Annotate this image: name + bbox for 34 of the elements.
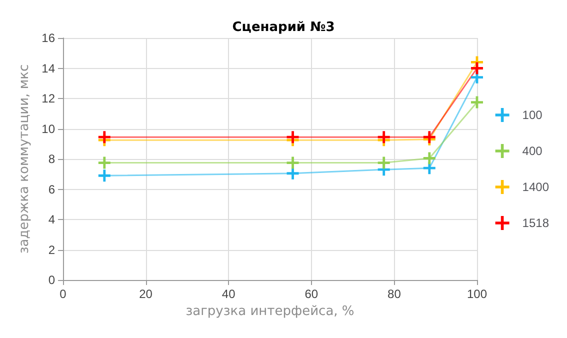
- point: [98, 170, 110, 182]
- y-tick-label: 12: [42, 92, 56, 106]
- x-tick-label: 20: [139, 287, 153, 301]
- x-tick-label: 40: [222, 287, 236, 301]
- x-tick-label: 100: [466, 287, 488, 301]
- x-tick-label: 0: [60, 287, 67, 301]
- y-axis-title: задержка коммутации, мкс: [16, 64, 32, 254]
- legend-label: 100: [522, 108, 543, 122]
- point: [423, 162, 436, 174]
- y-tick-label: 0: [48, 273, 56, 287]
- y-tick-label: 8: [48, 152, 56, 166]
- y-tick-label: 14: [42, 61, 56, 76]
- point: [471, 62, 483, 74]
- legend-label: 400: [522, 144, 543, 158]
- y-tick-label: 6: [48, 182, 56, 196]
- point: [378, 156, 390, 169]
- y-tick-label: 4: [48, 212, 56, 226]
- point: [471, 96, 483, 108]
- chart-title: Сценарий №3: [232, 20, 335, 35]
- point: [98, 131, 110, 144]
- point: [423, 152, 436, 164]
- point: [286, 167, 299, 180]
- point: [378, 131, 390, 144]
- point: [286, 131, 299, 144]
- legend-label: 1518: [522, 216, 550, 230]
- legend-label: 1400: [522, 180, 550, 194]
- x-tick-label: 60: [304, 287, 318, 301]
- x-axis-title: загрузка интерфейса, %: [186, 304, 354, 319]
- y-tick-label: 16: [42, 31, 56, 45]
- y-tick-label: 2: [48, 242, 56, 257]
- y-tick-label: 10: [42, 122, 56, 136]
- x-tick-label: 80: [388, 287, 402, 301]
- point: [98, 156, 110, 169]
- point: [286, 156, 299, 169]
